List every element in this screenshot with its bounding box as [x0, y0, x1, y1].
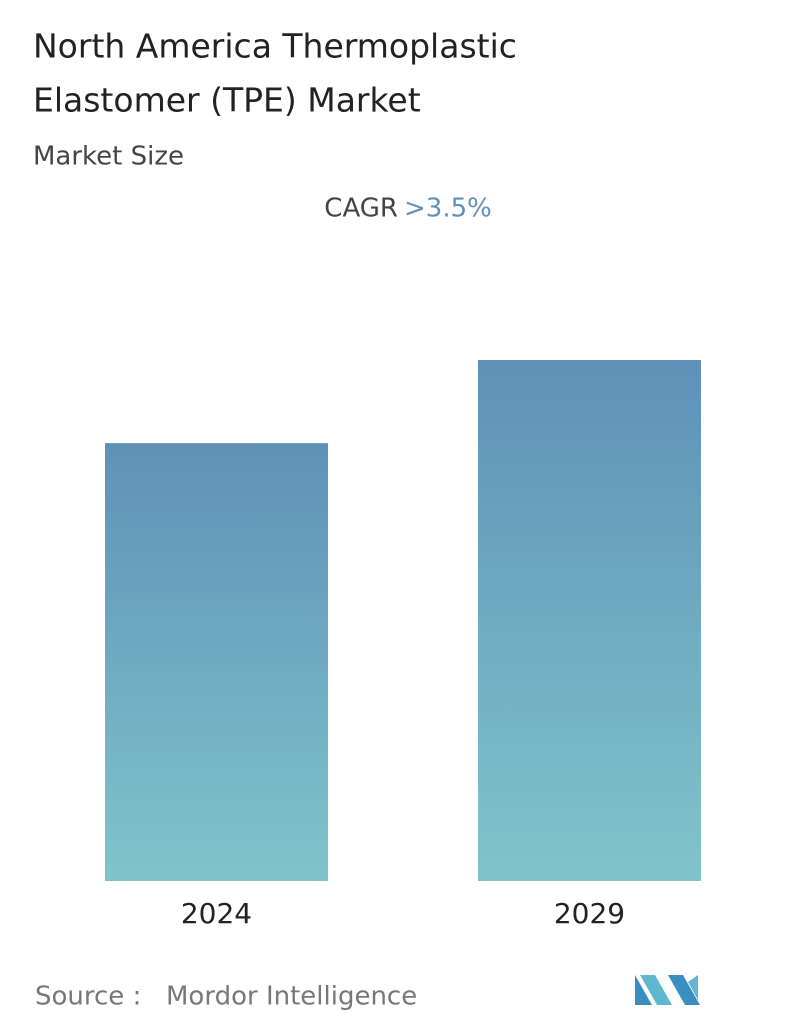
cagr-value: >3.5%	[404, 194, 492, 224]
source-label: Source :	[35, 982, 141, 1012]
x-tick-label: 2029	[554, 897, 625, 930]
logo	[635, 975, 700, 1005]
bar	[105, 443, 328, 881]
chart-title: North America Thermoplastic	[33, 27, 517, 66]
bar	[478, 360, 701, 881]
chart-subtitle: Market Size	[33, 142, 184, 172]
source: Mordor Intelligence	[166, 982, 417, 1012]
x-tick-label: 2024	[181, 897, 252, 930]
chart-title: Elastomer (TPE) Market	[33, 81, 421, 120]
cagr-label: CAGR	[324, 194, 398, 224]
